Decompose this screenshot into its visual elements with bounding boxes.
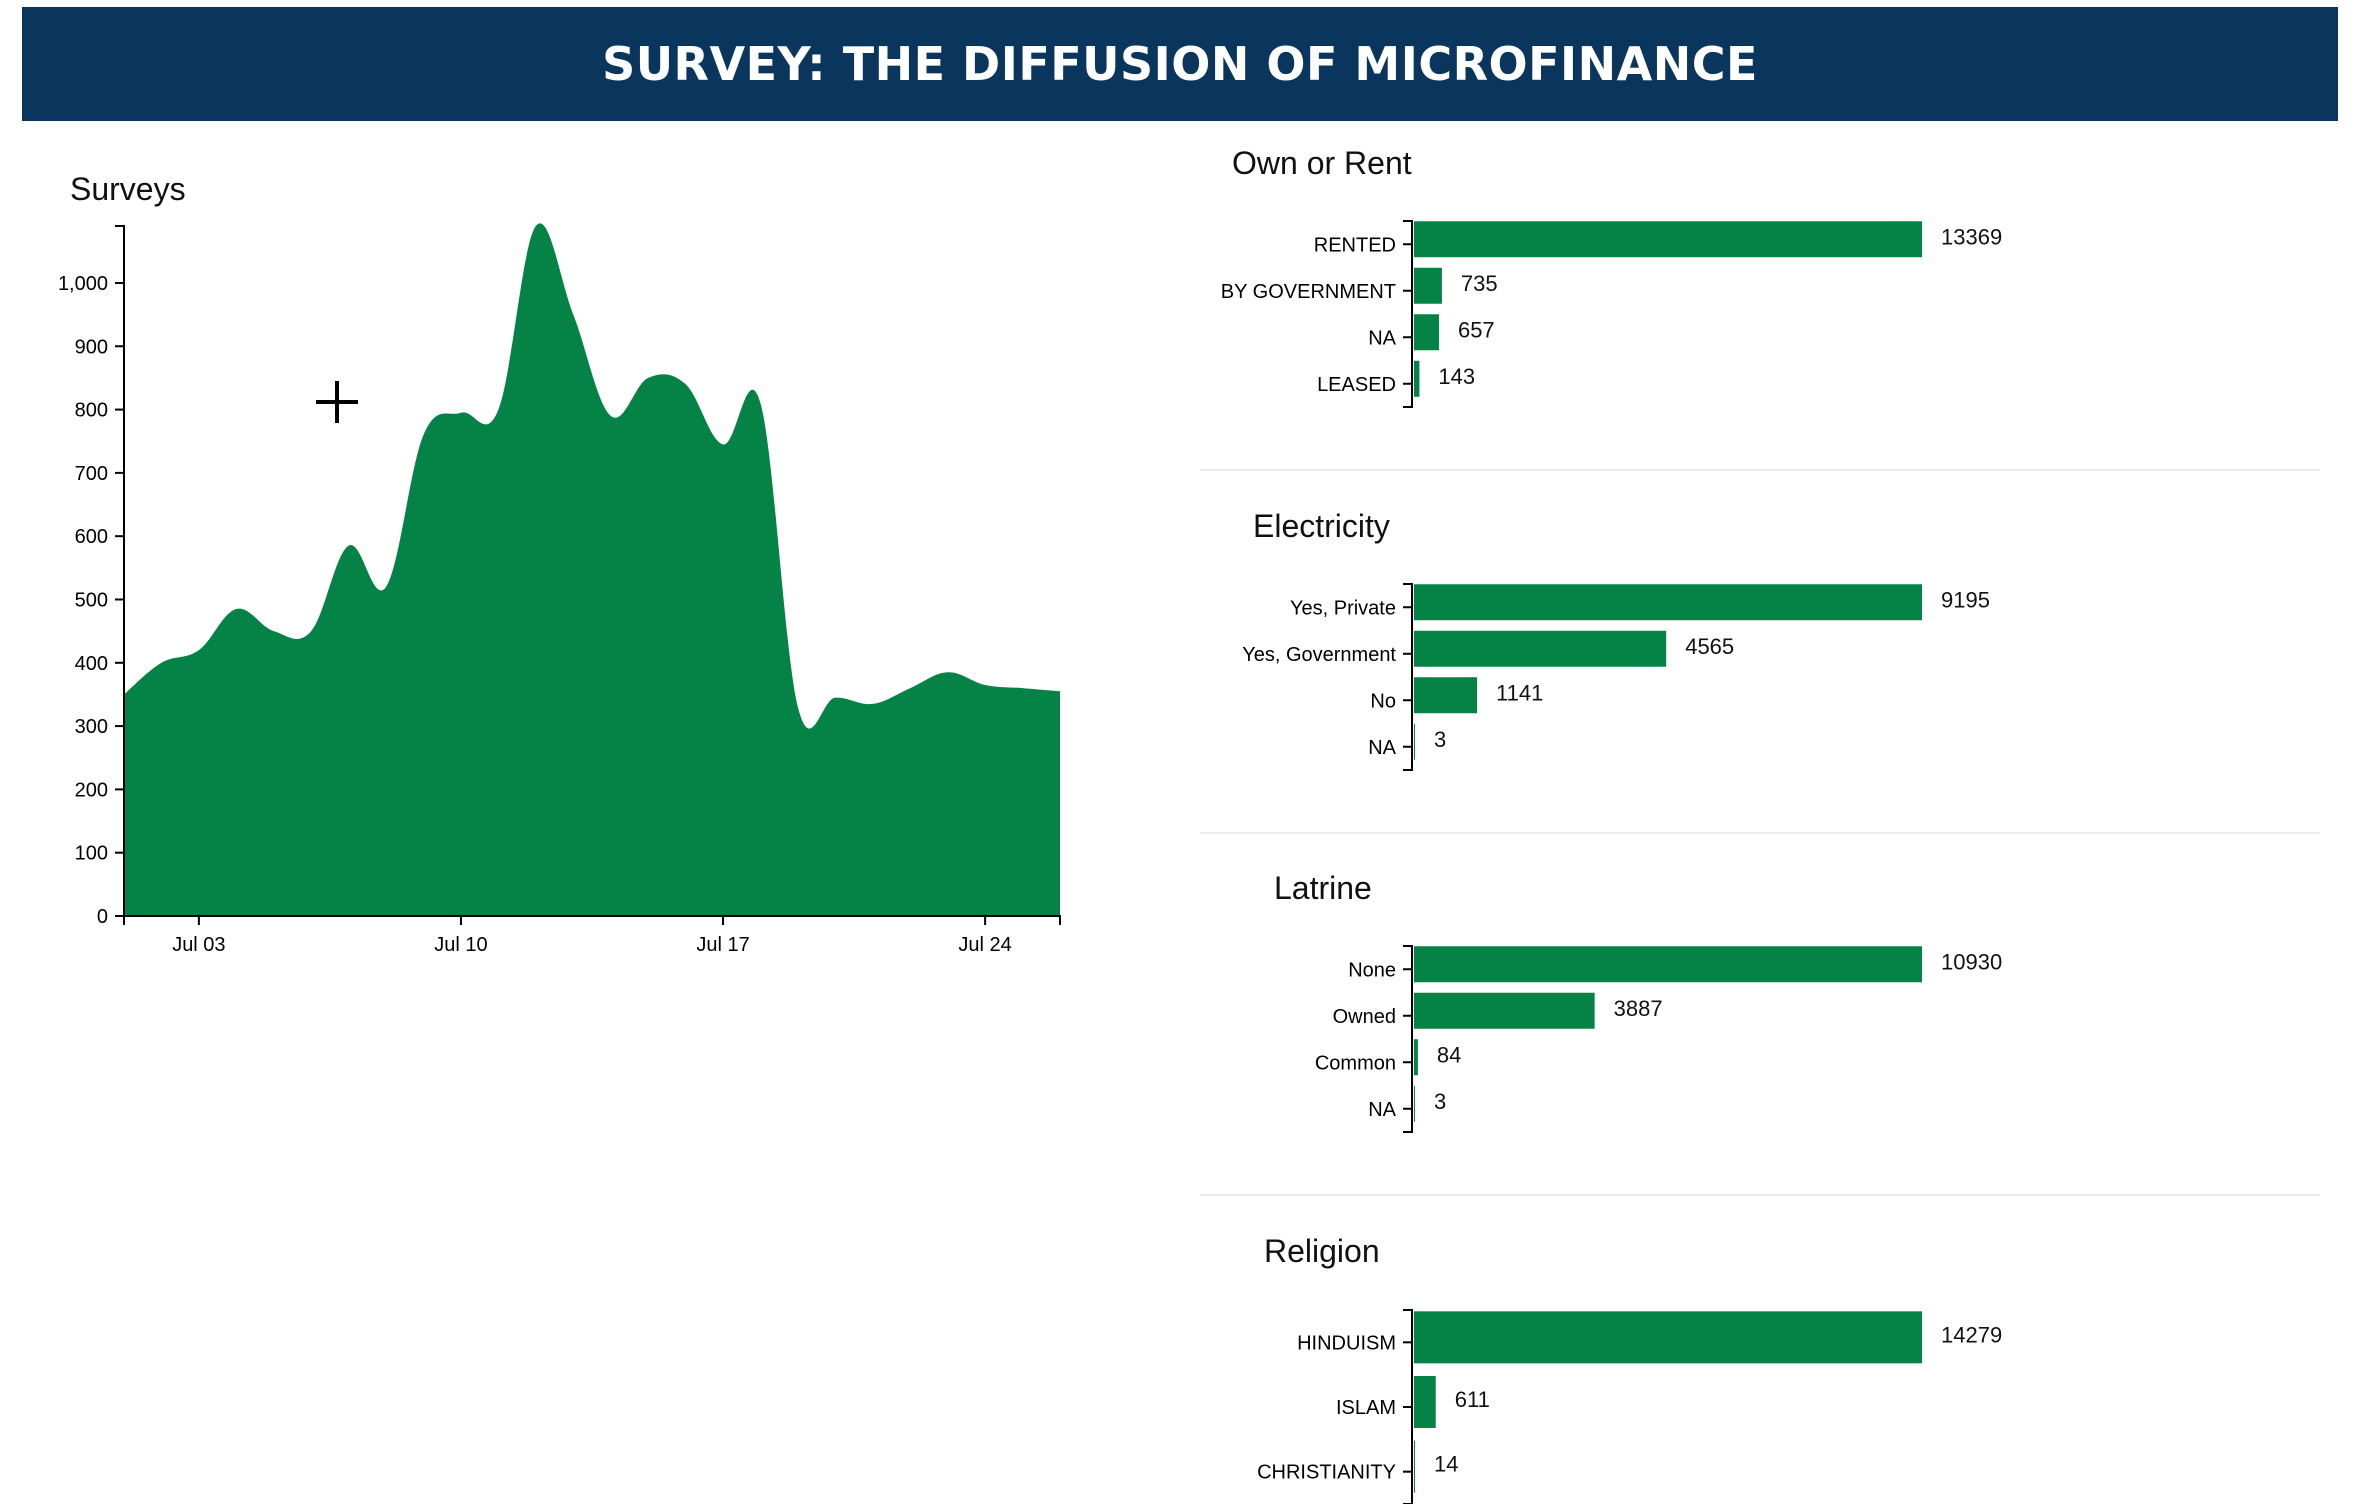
category-label: CHRISTIANITY [1257,1462,1396,1484]
category-label: Owned [1333,1006,1396,1028]
category-label: RENTED [1314,234,1396,256]
page-header: SURVEY: THE DIFFUSION OF MICROFINANCE [22,7,2338,121]
bar-value-label: 3 [1434,727,1446,752]
bar[interactable] [1414,1311,1922,1364]
bar[interactable] [1414,946,1922,983]
category-axis: HINDUISM ISLAM CHRISTIANITY [1257,1309,1413,1504]
y-axis: 0 100 200 300 400 500 600 700 800 900 1,000 [58,225,125,928]
category-label: Yes, Government [1242,644,1396,666]
bar-chart-title: Own or Rent [1232,145,1412,181]
bar[interactable] [1414,360,1420,397]
bar-value-label: 735 [1461,271,1498,296]
bar-value-label: 14 [1434,1452,1458,1477]
category-label: NA [1368,327,1396,349]
category-label: HINDUISM [1297,1332,1396,1354]
category-axis: None Owned Common NA [1315,945,1413,1133]
electricity-chart: Electricity Yes, Private Yes, Government No… [1200,493,2320,793]
bar-value-label: 1141 [1496,680,1543,705]
y-tick-label: 900 [75,336,108,358]
category-label: No [1370,690,1396,712]
y-tick-label: 0 [97,906,108,928]
bar[interactable] [1414,314,1439,351]
category-label: LEASED [1317,374,1396,396]
bar[interactable] [1414,723,1415,760]
category-axis: Yes, Private Yes, Government No NA [1242,583,1413,771]
bar-value-label: 143 [1438,364,1475,389]
bar[interactable] [1414,1039,1418,1076]
bar[interactable] [1414,677,1478,714]
latrine-chart: Latrine None Owned Common NA 10930 3887 84 3 [1200,855,2320,1155]
category-label: None [1348,959,1396,981]
bar-chart-title: Electricity [1253,508,1390,544]
bar-value-label: 14279 [1941,1322,2002,1347]
bar[interactable] [1414,221,1922,258]
surveys-chart-title: Surveys [70,171,186,207]
y-tick-label: 400 [75,653,108,675]
bar-chart-svg: Religion HINDUISM ISLAM CHRISTIANITY 14279 61… [1257,1233,2002,1504]
surveys-area-svg[interactable]: Surveys 0 100 200 300 400 500 600 700 800 900 1,000… [0,130,1160,990]
category-label: Common [1315,1052,1396,1074]
bar-value-label: 10930 [1941,949,2002,974]
category-axis: RENTED BY GOVERNMENT NA LEASED [1221,220,1413,408]
bar-value-label: 9195 [1941,587,1990,612]
x-tick-label: Jul 10 [434,934,487,956]
category-label: NA [1368,737,1396,759]
bar-chart-svg: Own or Rent RENTED BY GOVERNMENT NA LEASED 13… [1221,145,2002,408]
religion-chart: Religion HINDUISM ISLAM CHRISTIANITY 14279 61… [1200,1218,2320,1504]
section-divider [1200,832,2320,834]
category-label: Yes, Private [1290,597,1396,619]
category-label: NA [1368,1099,1396,1121]
x-axis: Jul 03 Jul 10 Jul 17 Jul 24 [123,915,1061,956]
y-tick-label: 200 [75,779,108,801]
y-tick-label: 600 [75,526,108,548]
bar[interactable] [1414,992,1595,1029]
bar[interactable] [1414,267,1442,304]
x-tick-label: Jul 24 [958,934,1011,956]
bar-value-label: 3 [1434,1089,1446,1114]
bar-chart-svg: Latrine None Owned Common NA 10930 3887 84 3 [1274,870,2002,1133]
bar-chart-title: Religion [1264,1233,1380,1269]
bar-value-label: 3887 [1614,996,1663,1021]
bar[interactable] [1414,630,1667,667]
bar-value-label: 611 [1455,1387,1490,1412]
bar-value-label: 84 [1437,1042,1461,1067]
x-tick-label: Jul 17 [696,934,749,956]
category-label: ISLAM [1336,1397,1396,1419]
y-tick-label: 500 [75,589,108,611]
bar[interactable] [1414,1376,1436,1428]
own-or-rent-chart: Own or Rent RENTED BY GOVERNMENT NA LEASED 13… [1200,130,2320,430]
bar-value-label: 4565 [1685,634,1734,659]
y-tick-label: 100 [75,843,108,865]
page-title: SURVEY: THE DIFFUSION OF MICROFINANCE [602,37,1758,91]
x-tick-label: Jul 03 [172,934,225,956]
bar-value-label: 13369 [1941,224,2002,249]
section-divider [1200,469,2320,471]
y-tick-label: 700 [75,463,108,485]
bar[interactable] [1414,1085,1415,1122]
y-tick-label: 800 [75,400,108,422]
bar[interactable] [1414,584,1922,621]
bar-value-label: 657 [1458,317,1495,342]
bar-chart-svg: Electricity Yes, Private Yes, Government No… [1242,508,1990,771]
y-tick-label: 300 [75,716,108,738]
bar[interactable] [1414,1440,1415,1493]
category-label: BY GOVERNMENT [1221,281,1396,303]
bar-chart-title: Latrine [1274,870,1372,906]
surveys-area-series[interactable] [124,223,1060,916]
section-divider [1200,1194,2320,1196]
surveys-area-chart[interactable]: Surveys 0 100 200 300 400 500 600 700 800 900 1,000… [0,130,1160,990]
y-tick-label: 1,000 [58,273,108,295]
